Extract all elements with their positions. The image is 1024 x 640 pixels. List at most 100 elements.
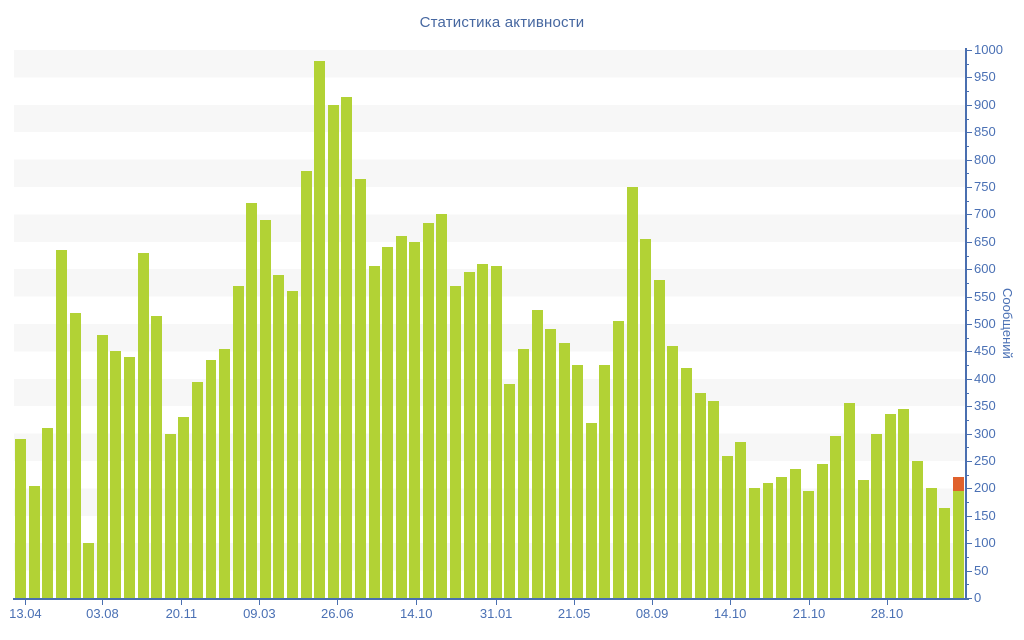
x-tick-label: 20.11 xyxy=(165,606,198,621)
bar xyxy=(83,543,95,598)
y-tick-label: 50 xyxy=(974,562,989,578)
x-tick xyxy=(887,600,889,605)
bar xyxy=(368,266,380,598)
y-tick xyxy=(965,187,972,188)
x-tick xyxy=(496,600,498,605)
bar xyxy=(327,104,339,598)
y-tick xyxy=(965,132,972,134)
bar xyxy=(409,241,421,598)
x-tick xyxy=(181,600,183,605)
y-minor-tick xyxy=(965,392,969,394)
y-tick-label: 350 xyxy=(974,398,996,414)
bar xyxy=(463,271,475,598)
y-minor-tick xyxy=(965,365,969,367)
bar xyxy=(151,315,163,598)
y-minor-tick xyxy=(965,310,969,312)
y-minor-tick xyxy=(965,556,969,558)
bar xyxy=(735,441,747,598)
bar xyxy=(96,334,108,598)
bar xyxy=(232,285,244,598)
bar xyxy=(531,310,543,598)
highlighted-bar xyxy=(952,477,964,492)
bar xyxy=(925,488,937,598)
bar xyxy=(191,381,203,598)
x-tick-label: 31.01 xyxy=(479,606,513,621)
y-minor-tick xyxy=(965,173,969,175)
y-minor-tick xyxy=(965,228,969,230)
bar xyxy=(273,274,285,598)
y-axis-title: Сообщений xyxy=(1000,288,1015,359)
bar xyxy=(857,480,869,598)
x-tick xyxy=(416,600,418,605)
bar xyxy=(110,351,122,598)
bar xyxy=(395,236,407,598)
y-minor-tick xyxy=(965,419,969,421)
y-tick-label: 700 xyxy=(974,206,996,222)
x-tick xyxy=(652,600,654,605)
bar xyxy=(259,219,271,598)
y-tick xyxy=(965,77,972,79)
y-tick xyxy=(965,598,972,599)
y-minor-tick xyxy=(965,337,969,339)
bar xyxy=(504,384,516,598)
x-tick-label: 09.03 xyxy=(243,606,276,621)
y-minor-tick xyxy=(965,447,969,449)
y-tick xyxy=(965,488,972,490)
bar xyxy=(898,408,910,598)
bar xyxy=(450,285,462,598)
highlighted-bar xyxy=(952,491,964,598)
y-tick-label: 400 xyxy=(974,370,996,386)
y-minor-tick xyxy=(965,282,969,284)
x-tick-label: 26.06 xyxy=(321,606,354,621)
chart-title: Статистика активности xyxy=(419,14,585,31)
bar xyxy=(490,266,502,598)
bar xyxy=(205,359,217,598)
bar xyxy=(341,96,353,598)
y-tick xyxy=(965,406,972,408)
x-tick xyxy=(259,600,261,605)
y-tick xyxy=(965,515,972,517)
bar xyxy=(164,433,176,598)
bar xyxy=(246,203,258,598)
y-minor-tick xyxy=(965,255,969,257)
bar xyxy=(830,436,842,598)
y-tick xyxy=(965,241,972,243)
y-tick-label: 750 xyxy=(974,179,996,194)
bar xyxy=(599,365,611,598)
bar xyxy=(436,214,448,598)
x-tick xyxy=(337,600,339,605)
bar xyxy=(545,329,557,598)
x-tick xyxy=(574,600,576,605)
bar xyxy=(939,507,951,598)
y-minor-tick xyxy=(965,63,969,65)
y-tick xyxy=(965,351,972,353)
y-tick xyxy=(965,378,972,380)
y-tick xyxy=(965,214,972,216)
bar xyxy=(477,263,489,598)
x-tick xyxy=(730,600,732,605)
y-tick-label: 200 xyxy=(974,480,996,496)
x-tick xyxy=(25,600,27,605)
y-minor-tick xyxy=(965,529,969,531)
bar xyxy=(137,252,149,598)
y-minor-tick xyxy=(965,474,969,476)
y-tick-label: 300 xyxy=(974,425,996,441)
y-tick xyxy=(965,269,972,271)
y-tick-label: 500 xyxy=(974,316,996,331)
bar xyxy=(776,477,788,598)
bar xyxy=(422,222,434,598)
bar xyxy=(517,348,529,598)
bar xyxy=(816,463,828,598)
y-tick xyxy=(965,104,972,106)
bar xyxy=(708,400,720,598)
y-tick xyxy=(965,296,972,298)
bars-container xyxy=(14,50,965,598)
bar xyxy=(300,170,312,598)
x-tick xyxy=(809,600,811,605)
y-minor-tick xyxy=(965,502,969,504)
bar xyxy=(219,348,231,598)
bar xyxy=(287,291,298,598)
y-tick xyxy=(965,159,972,161)
y-minor-tick xyxy=(965,118,969,120)
